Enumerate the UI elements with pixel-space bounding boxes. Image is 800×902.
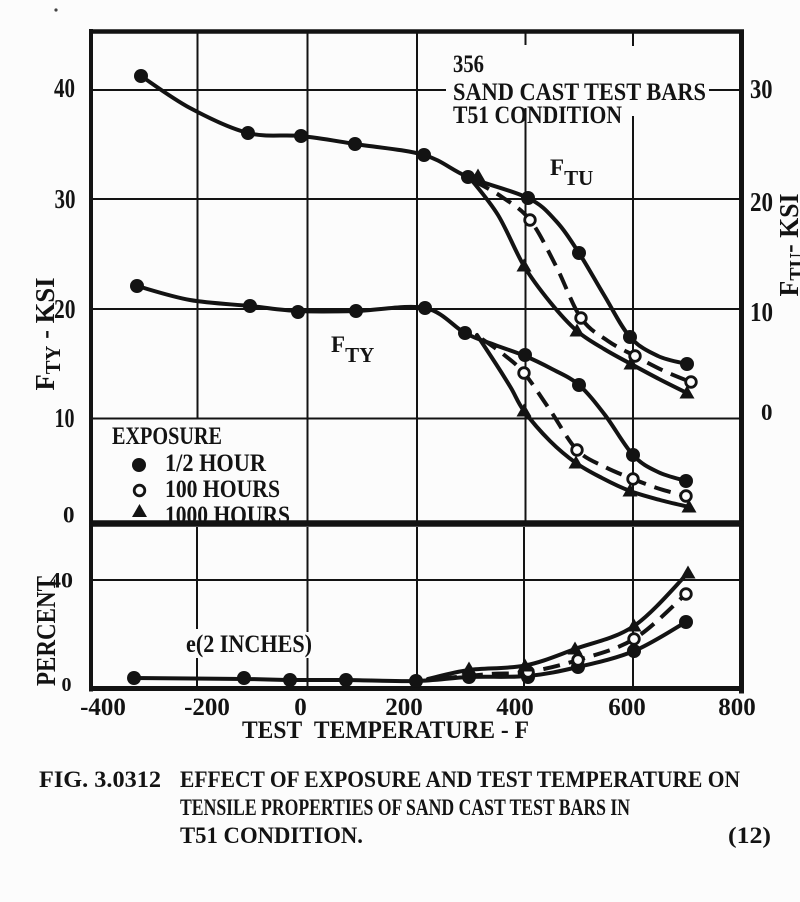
svg-text:30: 30 (750, 74, 773, 104)
svg-text:SAND CAST TEST BARS: SAND CAST TEST BARS (453, 79, 706, 106)
svg-text:10: 10 (55, 403, 75, 433)
svg-text:T51 CONDITION: T51 CONDITION (453, 102, 622, 129)
svg-text:200: 200 (385, 694, 423, 721)
svg-text:T51 CONDITION.: T51 CONDITION. (180, 823, 363, 848)
svg-text:20: 20 (750, 187, 773, 217)
svg-text:0: 0 (761, 400, 773, 425)
svg-text:e(2 INCHES): e(2 INCHES) (186, 631, 312, 658)
svg-text:600: 600 (608, 694, 646, 721)
svg-text:0: 0 (62, 674, 72, 696)
svg-text:PERCENT: PERCENT (31, 576, 61, 686)
svg-text:100 HOURS: 100 HOURS (165, 476, 280, 503)
svg-text:0: 0 (63, 503, 75, 528)
svg-text:10: 10 (750, 297, 773, 327)
svg-text:EXPOSURE: EXPOSURE (112, 423, 222, 450)
svg-text:FIG. 3.0312: FIG. 3.0312 (39, 767, 161, 792)
svg-text:20: 20 (54, 294, 76, 324)
svg-text:30: 30 (55, 184, 76, 214)
svg-text:-200: -200 (184, 694, 230, 721)
svg-text:TEST TEMPERATURE - F: TEST TEMPERATURE - F (242, 717, 529, 744)
svg-text:40: 40 (54, 73, 75, 103)
svg-text:-400: -400 (80, 694, 126, 721)
svg-text:FTU- KSI: FTU- KSI (774, 194, 800, 297)
svg-text:0: 0 (294, 694, 307, 721)
svg-text:400: 400 (496, 694, 534, 721)
svg-text:40: 40 (49, 568, 73, 593)
svg-text:1/2 HOUR: 1/2 HOUR (165, 450, 267, 477)
svg-text:EFFECT OF EXPOSURE AND TEST TE: EFFECT OF EXPOSURE AND TEST TEMPERATURE … (180, 767, 740, 792)
svg-text:(12): (12) (728, 823, 771, 848)
svg-text:TENSILE PROPERTIES OF SAND CAS: TENSILE PROPERTIES OF SAND CAST TEST BAR… (180, 795, 630, 820)
svg-text:1000 HOURS: 1000 HOURS (165, 502, 290, 529)
svg-text:800: 800 (718, 694, 756, 721)
svg-text:356: 356 (453, 51, 484, 78)
